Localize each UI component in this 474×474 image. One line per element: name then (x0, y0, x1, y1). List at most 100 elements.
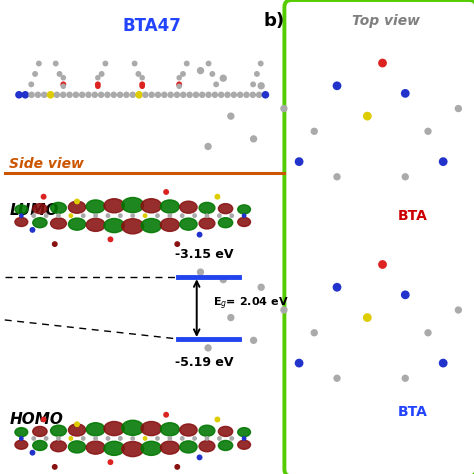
Point (257, 82, 265, 90)
Ellipse shape (219, 204, 233, 214)
Ellipse shape (86, 219, 105, 231)
Point (262, 91, 269, 99)
Point (197, 268, 204, 276)
Point (92, 435, 100, 442)
Point (196, 231, 203, 238)
FancyBboxPatch shape (284, 0, 474, 474)
Point (295, 359, 303, 367)
Point (35, 60, 43, 67)
Ellipse shape (141, 219, 162, 233)
Point (295, 158, 303, 165)
Text: Top view: Top view (352, 14, 420, 28)
Point (228, 212, 236, 219)
Point (42, 435, 50, 442)
Point (401, 173, 409, 181)
Point (455, 306, 462, 314)
Point (55, 435, 62, 442)
Point (280, 306, 288, 314)
Point (101, 60, 109, 67)
Point (250, 135, 257, 143)
Point (34, 91, 42, 99)
Ellipse shape (180, 201, 197, 213)
Point (243, 91, 250, 99)
Point (154, 212, 161, 219)
Point (129, 91, 137, 99)
Point (162, 411, 170, 419)
Point (333, 374, 341, 382)
Point (203, 212, 211, 219)
Point (85, 91, 92, 99)
Point (78, 91, 86, 99)
Point (197, 67, 204, 74)
Text: BTA: BTA (397, 209, 428, 223)
Ellipse shape (15, 205, 28, 214)
Point (161, 91, 168, 99)
Point (148, 91, 155, 99)
Point (439, 158, 447, 165)
Point (51, 240, 59, 248)
Point (59, 91, 67, 99)
Point (218, 91, 225, 99)
Point (67, 435, 74, 442)
Point (175, 81, 183, 88)
Ellipse shape (68, 424, 86, 436)
Ellipse shape (86, 423, 105, 436)
Point (72, 91, 80, 99)
Ellipse shape (68, 201, 86, 213)
Point (333, 283, 341, 291)
Ellipse shape (68, 441, 86, 453)
Point (21, 91, 29, 99)
Ellipse shape (219, 440, 233, 450)
Point (310, 329, 318, 337)
Ellipse shape (122, 420, 144, 436)
Point (18, 435, 25, 442)
Point (333, 82, 341, 90)
Point (98, 70, 105, 78)
Point (204, 344, 212, 352)
Point (199, 91, 206, 99)
Point (227, 112, 235, 120)
Point (141, 435, 149, 442)
Ellipse shape (160, 441, 179, 454)
Ellipse shape (199, 202, 215, 213)
Point (204, 143, 212, 150)
Point (401, 291, 409, 299)
Point (60, 82, 67, 90)
Point (211, 91, 219, 99)
Point (47, 91, 55, 99)
Point (73, 198, 81, 205)
Point (333, 173, 341, 181)
Text: E$_g$= 2.04 eV: E$_g$= 2.04 eV (213, 295, 289, 311)
Point (191, 435, 199, 442)
Point (18, 212, 25, 219)
Point (53, 91, 61, 99)
Point (154, 435, 161, 442)
Point (257, 283, 265, 291)
Point (379, 59, 386, 67)
Point (15, 91, 23, 99)
Point (42, 212, 50, 219)
Point (92, 212, 100, 219)
Point (28, 91, 36, 99)
Point (379, 261, 386, 268)
Ellipse shape (122, 219, 144, 234)
Point (117, 212, 124, 219)
Point (129, 435, 137, 442)
Text: -5.19 eV: -5.19 eV (174, 356, 233, 368)
Point (173, 463, 181, 471)
Point (240, 212, 248, 219)
Point (249, 81, 257, 88)
Point (162, 188, 170, 196)
Point (228, 435, 236, 442)
Point (192, 91, 200, 99)
Ellipse shape (33, 218, 47, 228)
Point (94, 82, 101, 90)
Text: BTA: BTA (397, 405, 428, 419)
Ellipse shape (51, 218, 66, 229)
Text: HOMO: HOMO (9, 412, 64, 427)
Point (166, 212, 173, 219)
Text: Side view: Side view (9, 156, 84, 171)
Point (60, 74, 67, 82)
Ellipse shape (160, 219, 179, 231)
Point (138, 82, 146, 90)
